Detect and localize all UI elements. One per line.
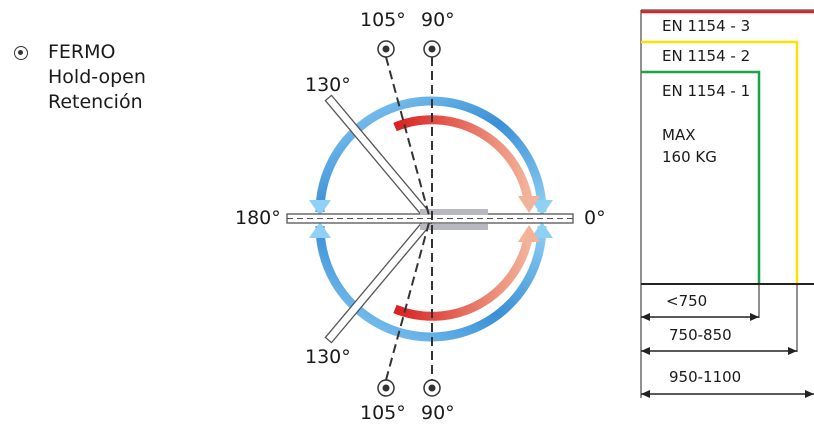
angle-label-105-bottom: 105° <box>360 402 406 424</box>
inner-hold-arc-bottom <box>393 232 534 321</box>
en2-bar <box>641 40 799 284</box>
arrow-head-left-bottom <box>309 222 331 238</box>
standard-label-en3: EN 1154 - 3 <box>662 17 751 35</box>
arrow-head-inner-top <box>518 196 540 213</box>
arrow-head-left-top <box>309 200 331 216</box>
hold-marker-90-top-icon <box>423 40 441 58</box>
legend-line-2: Hold-open <box>48 66 146 88</box>
standard-label-en1: EN 1154 - 1 <box>662 82 751 100</box>
arrow-head-inner-bottom <box>518 225 540 242</box>
angle-label-90-top: 90° <box>421 9 455 31</box>
angle-label-0: 0° <box>584 207 606 229</box>
arrow-head-right-bottom <box>531 222 553 238</box>
angle-label-90-bottom: 90° <box>421 402 455 424</box>
arrow-head-right-top <box>531 200 553 216</box>
hold-marker-90-bottom-icon <box>423 379 441 397</box>
legend-text: FERMO Hold-open Retención <box>48 40 146 115</box>
standard-label-en2: EN 1154 - 2 <box>662 47 751 65</box>
angle-label-180: 180° <box>235 207 281 229</box>
angle-label-130-upper: 130° <box>305 74 351 96</box>
angle-label-130-lower: 130° <box>305 346 351 368</box>
hold-marker-105-top-icon <box>377 40 395 58</box>
door-closer-body <box>420 209 488 215</box>
inner-hold-arc-top <box>393 115 534 206</box>
width-label-3: 950-1100 <box>669 368 742 386</box>
legend-line-1: FERMO <box>48 41 116 63</box>
width-label-2: 750-850 <box>669 326 732 344</box>
en1-bar <box>641 70 761 284</box>
hold-marker-105-bottom-icon <box>377 379 395 397</box>
width-label-1: <750 <box>666 292 708 310</box>
max-weight-value: 160 KG <box>662 148 717 166</box>
hold-open-marker-icon <box>14 46 28 60</box>
door-closer-arm <box>420 224 488 230</box>
max-weight-label: MAX <box>662 126 696 144</box>
angle-label-105-top: 105° <box>360 9 406 31</box>
legend-line-3: Retención <box>48 91 143 113</box>
